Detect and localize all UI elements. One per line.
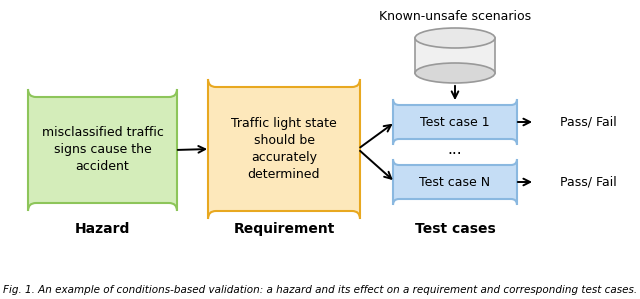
Ellipse shape (415, 63, 495, 83)
Ellipse shape (415, 28, 495, 48)
FancyBboxPatch shape (393, 99, 517, 145)
Text: Pass/ Fail: Pass/ Fail (560, 176, 617, 188)
Text: ...: ... (448, 143, 462, 158)
Text: Hazard: Hazard (74, 222, 130, 236)
Text: Test cases: Test cases (415, 222, 495, 236)
FancyBboxPatch shape (28, 89, 177, 211)
Text: Test case N: Test case N (419, 176, 491, 188)
Text: Known-unsafe scenarios: Known-unsafe scenarios (379, 10, 531, 23)
FancyBboxPatch shape (208, 79, 360, 219)
Text: misclassified traffic
signs cause the
accident: misclassified traffic signs cause the ac… (42, 126, 163, 173)
Text: Traffic light state
should be
accurately
determined: Traffic light state should be accurately… (231, 117, 337, 181)
FancyBboxPatch shape (393, 159, 517, 205)
Polygon shape (415, 38, 495, 73)
Text: Pass/ Fail: Pass/ Fail (560, 115, 617, 129)
Text: Test case 1: Test case 1 (420, 115, 490, 129)
Text: Requirement: Requirement (234, 222, 335, 236)
Text: Fig. 1. An example of conditions-based validation: a hazard and its effect on a : Fig. 1. An example of conditions-based v… (3, 285, 637, 295)
